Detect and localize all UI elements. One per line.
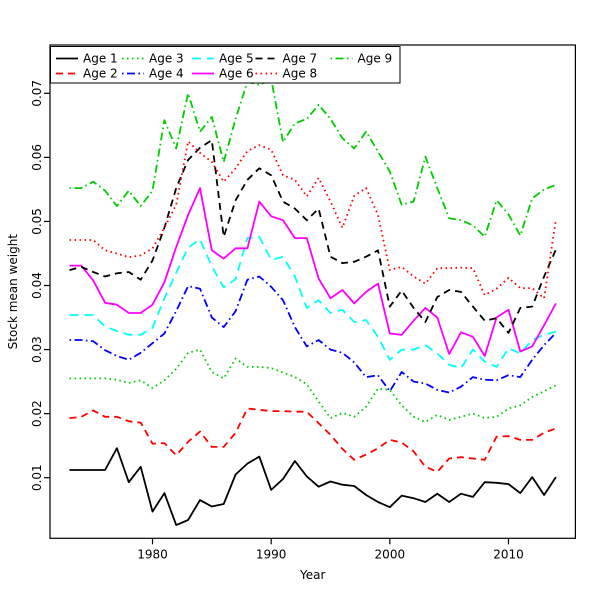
y-tick-label: 0.06	[30, 144, 44, 171]
x-tick-label: 2010	[493, 547, 524, 561]
legend-entry-age-7: Age 7	[255, 52, 318, 66]
axes: 1980 1990 2000 2010 0.01 0.02 0.03 0.04 0.05 0.06…	[6, 80, 524, 582]
series-line-age-1	[69, 447, 557, 526]
legend-label: Age 5	[219, 52, 254, 66]
plot-area	[49, 44, 577, 539]
legend-label: Age 6	[219, 67, 254, 81]
legend-entry-age-4: Age 4	[122, 67, 184, 81]
y-tick-label: 0.03	[30, 336, 44, 363]
legend-entry-age-1: Age 1	[56, 52, 118, 66]
y-tick-label: 0.02	[30, 400, 44, 427]
legend-label: Age 8	[283, 67, 318, 81]
legend-entry-age-6: Age 6	[192, 67, 254, 81]
y-axis-title: Stock mean weight	[6, 234, 20, 350]
legend-label: Age 7	[283, 52, 318, 66]
legend-box	[50, 46, 401, 84]
series-line-age-8	[69, 140, 557, 300]
legend-entry-age-9: Age 9	[330, 52, 393, 66]
series-line-age-5	[69, 235, 557, 370]
series-line-age-6	[69, 187, 557, 357]
legend-entry-age-2: Age 2	[56, 67, 118, 81]
x-tick-label: 2000	[375, 547, 406, 561]
x-tick-label: 1990	[256, 547, 287, 561]
series-line-age-7	[69, 139, 557, 334]
plot-box	[49, 44, 577, 539]
legend-label: Age 2	[83, 67, 118, 81]
legend-label: Age 1	[83, 52, 118, 66]
x-tick-label: 1980	[137, 547, 168, 561]
legend-label: Age 3	[149, 52, 184, 66]
legend-entry-age-5: Age 5	[192, 52, 254, 66]
series-line-age-9	[69, 78, 557, 238]
legend-label: Age 9	[358, 52, 393, 66]
y-tick-label: 0.01	[30, 464, 44, 491]
y-tick-label: 0.05	[30, 208, 44, 235]
y-tick-label: 0.04	[30, 272, 44, 299]
legend-entry-age-8: Age 8	[255, 67, 318, 81]
x-axis-title: Year	[299, 568, 325, 582]
series-line-age-4	[69, 275, 557, 394]
series-line-age-2	[69, 407, 557, 473]
y-tick-label: 0.07	[30, 80, 44, 107]
legend-label: Age 4	[149, 67, 184, 81]
legend-entry-age-3: Age 3	[122, 52, 184, 66]
series-lines	[69, 78, 557, 526]
